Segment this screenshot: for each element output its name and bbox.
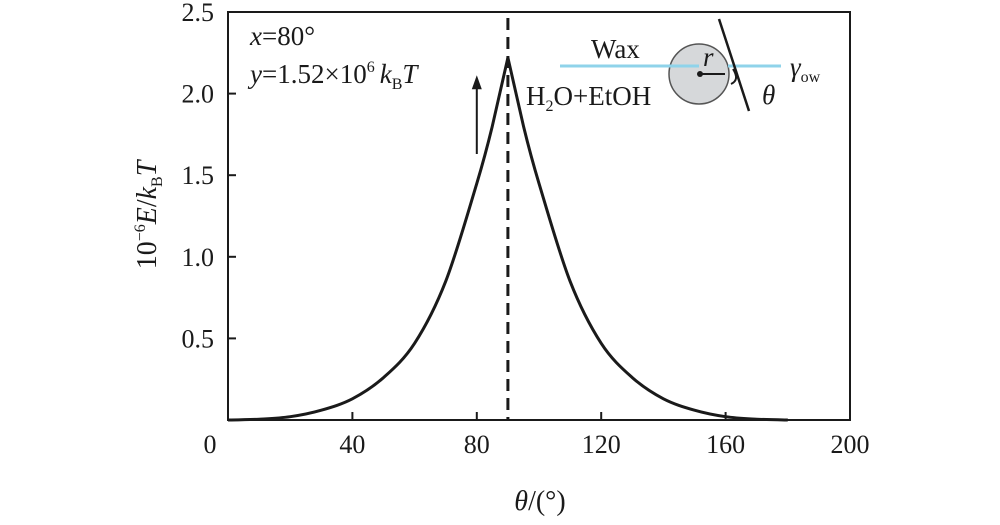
contact-angle-arc [730,68,737,85]
arrow-head [471,75,482,90]
tangent-line [717,18,751,112]
x-axis-symbol: θ [514,486,528,517]
x-tick-label: 40 [339,430,365,459]
annotation-x-var: x [249,21,262,51]
x-tick-label: 160 [706,430,745,459]
liquid-label: H2O+EtOH [526,81,651,115]
y-axis-exponent: −6 [132,224,149,241]
y-axis-title: 10−6E/kBT [132,158,166,269]
x-tick-label: 0 [204,430,217,459]
wax-label: Wax [591,34,640,64]
annotation-y-equals: y=1.52×106 kBT [247,59,419,93]
liquid-subscript: 2 [546,98,554,115]
theta-label: θ [762,80,775,110]
annotation-x-value: =80° [262,21,315,51]
liquid-rest: O+EtOH [554,81,652,111]
y-axis-T: T [132,158,163,176]
liquid-h: H [526,81,546,111]
y-axis-ticks: 0.5 1.0 1.5 2.0 2.5 [182,0,236,353]
y-axis-slash: / [132,199,163,207]
x-tick-label: 200 [831,430,870,459]
gamma-label: γow [790,52,821,86]
y-tick-label: 2.5 [182,0,215,27]
annotation-y-exponent: 6 [367,59,375,76]
y-axis-k-sub: B [149,176,166,187]
y-tick-label: 0.5 [182,324,215,353]
annotation-y-T: T [402,59,419,89]
annotation-arrow [471,75,482,154]
y-tick-label: 1.5 [182,161,215,190]
annotation-y-k-sub: B [392,76,403,93]
y-axis-E: E [132,207,163,225]
y-axis-prefix: 10 [132,241,163,269]
radius-label: r [703,42,714,72]
annotation-x-equals: x=80° [249,21,315,51]
plot-frame [227,11,851,421]
x-tick-label: 80 [464,430,490,459]
x-tick-label: 120 [582,430,621,459]
inset-schematic: Wax r θ γow H2O+EtOH [526,18,821,115]
annotation-y-var: y [247,59,262,89]
gamma-symbol: γ [790,52,802,82]
gamma-subscript: ow [801,69,821,86]
y-tick-label: 2.0 [182,80,215,109]
annotation-y-k: k [380,59,393,89]
y-tick-label: 1.0 [182,243,215,272]
annotation-y-value: =1.52×10 [262,59,367,89]
x-axis-title: θ/(°) [514,486,565,517]
x-axis-ticks: 0 40 80 120 160 200 [204,412,870,459]
y-axis-k: k [132,186,163,199]
x-axis-unit: /(°) [528,486,566,517]
particle-center-dot [697,71,703,77]
